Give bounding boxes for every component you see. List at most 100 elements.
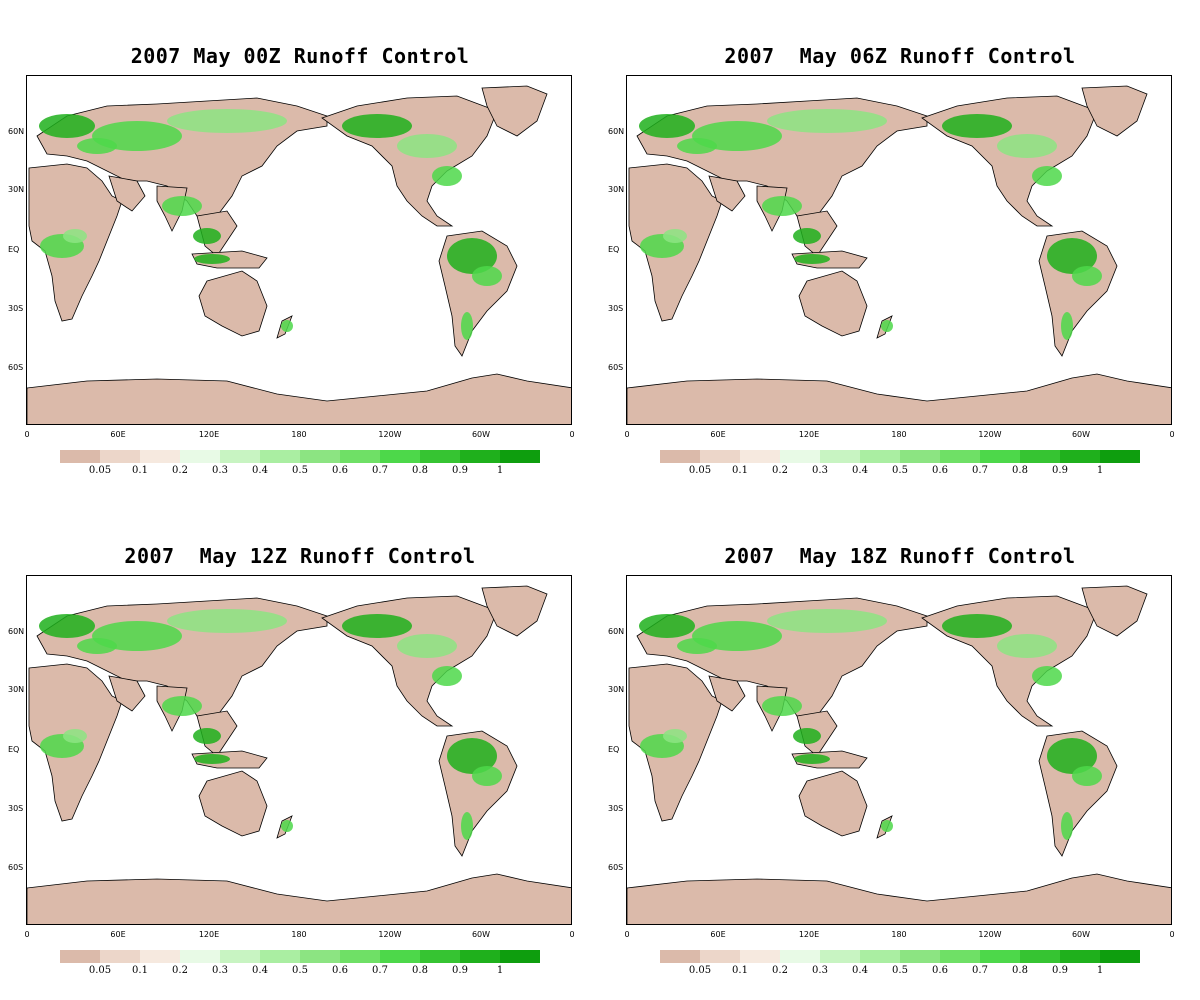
- colorbar-swatch: [1100, 950, 1140, 963]
- lat-label-60s: 60S: [608, 363, 624, 372]
- lon-label-0: 0: [24, 430, 30, 439]
- colorbar-swatch: [340, 950, 380, 963]
- runoff-region: [447, 238, 497, 274]
- colorbar-label: 0.05: [88, 965, 112, 976]
- runoff-region: [762, 196, 802, 216]
- runoff-region: [342, 114, 412, 138]
- colorbar-swatch: [100, 450, 140, 463]
- landmass-greenland: [481, 85, 548, 137]
- colorbar-swatch: [780, 950, 820, 963]
- lat-label-30s: 30S: [8, 804, 24, 813]
- colorbar-label: 0.4: [852, 465, 868, 476]
- landmass-arabia: [708, 675, 746, 712]
- colorbar-swatch: [500, 450, 540, 463]
- panel-title: 2007 May 06Z Runoff Control: [724, 44, 1076, 68]
- colorbar-swatch: [380, 450, 420, 463]
- colorbar-label: 0.7: [972, 465, 988, 476]
- lat-label-60n: 60N: [8, 127, 25, 136]
- runoff-region: [677, 638, 717, 654]
- colorbar-swatch: [700, 950, 740, 963]
- world-map: [627, 585, 1171, 924]
- map-panel-06z: 2007 May 06Z Runoff Control 60N 30N EQ 3…: [600, 0, 1200, 500]
- lat-label-30n: 30N: [608, 685, 625, 694]
- colorbar-label: 0.3: [212, 965, 228, 976]
- colorbar-label: 0.8: [1012, 965, 1028, 976]
- lat-label-30n: 30N: [608, 185, 625, 194]
- colorbar-swatch: [860, 450, 900, 463]
- colorbar-label: 0.6: [332, 965, 348, 976]
- colorbar-swatch: [180, 450, 220, 463]
- colorbar-label: 0.7: [372, 465, 388, 476]
- runoff-region: [767, 609, 887, 633]
- lon-label-0: 0: [624, 930, 630, 939]
- landmass-australia: [198, 770, 268, 837]
- lon-label-0: 0: [624, 430, 630, 439]
- colorbar-label: 0.9: [1052, 465, 1068, 476]
- colorbar-label: 0.5: [292, 465, 308, 476]
- colorbar-swatch: [900, 450, 940, 463]
- lon-label-180: 180: [891, 930, 907, 939]
- lon-label-60e: 60E: [110, 930, 126, 939]
- runoff-region: [432, 666, 462, 686]
- map-frame: [26, 575, 572, 925]
- panel-title: 2007 May 00Z Runoff Control: [130, 44, 470, 68]
- colorbar-swatch: [380, 950, 420, 963]
- colorbar-swatch: [940, 950, 980, 963]
- colorbar-swatch: [1100, 450, 1140, 463]
- map-panel-00z: 2007 May 00Z Runoff Control 60N 30N EQ 3…: [0, 0, 600, 500]
- colorbar-label: 0.4: [252, 965, 268, 976]
- runoff-region: [663, 229, 687, 243]
- runoff-region: [63, 229, 87, 243]
- runoff-region: [193, 728, 221, 744]
- colorbar-label: 0.9: [452, 465, 468, 476]
- colorbar-swatch: [220, 950, 260, 963]
- lat-label-60n: 60N: [8, 627, 25, 636]
- colorbar-label: 0.4: [252, 465, 268, 476]
- runoff-region: [461, 812, 473, 840]
- runoff-region: [942, 614, 1012, 638]
- runoff-region: [1061, 812, 1073, 840]
- colorbar-label: 0.3: [812, 465, 828, 476]
- lat-label-60n: 60N: [608, 127, 625, 136]
- colorbar-swatch: [700, 450, 740, 463]
- colorbar-label: 1: [1096, 965, 1104, 976]
- runoff-region: [447, 738, 497, 774]
- runoff-region: [881, 820, 893, 832]
- lon-label-120w: 120W: [378, 930, 402, 939]
- runoff-region: [281, 320, 293, 332]
- colorbar-swatch: [180, 950, 220, 963]
- lon-label-120w: 120W: [978, 430, 1002, 439]
- colorbar-swatch: [1020, 950, 1060, 963]
- map-panel-18z: 2007 May 18Z Runoff Control 60N 30N EQ 3…: [600, 500, 1200, 1000]
- colorbar-label: 0.05: [88, 465, 112, 476]
- colorbar-swatch: [100, 950, 140, 963]
- colorbar-label: 0.3: [812, 965, 828, 976]
- colorbar-label: 0.5: [892, 965, 908, 976]
- lat-label-eq: EQ: [8, 245, 20, 254]
- lat-label-60s: 60S: [608, 863, 624, 872]
- colorbar-label: 0.1: [732, 465, 748, 476]
- landmass-arabia: [708, 175, 746, 212]
- lon-label-60w: 60W: [471, 930, 491, 939]
- lon-label-120e: 120E: [198, 930, 220, 939]
- lat-label-60n: 60N: [608, 627, 625, 636]
- colorbar-swatch: [820, 450, 860, 463]
- panel-title: 2007 May 12Z Runoff Control: [124, 544, 476, 568]
- lat-label-eq: EQ: [8, 745, 20, 754]
- runoff-region: [63, 729, 87, 743]
- lon-label-60w: 60W: [1071, 430, 1091, 439]
- colorbar-swatch: [740, 450, 780, 463]
- lon-label-0-end: 0: [569, 930, 575, 939]
- landmass-antarctica: [627, 873, 1171, 924]
- runoff-region: [1032, 166, 1062, 186]
- colorbar-swatch: [420, 450, 460, 463]
- runoff-region: [1061, 312, 1073, 340]
- colorbar-label: 0.7: [972, 965, 988, 976]
- runoff-region: [1047, 238, 1097, 274]
- lon-label-60e: 60E: [710, 430, 726, 439]
- landmass-greenland: [481, 585, 548, 637]
- colorbar-label: 0.1: [132, 965, 148, 976]
- runoff-region: [767, 109, 887, 133]
- landmass-australia: [198, 270, 268, 337]
- colorbar-label: 0.8: [412, 465, 428, 476]
